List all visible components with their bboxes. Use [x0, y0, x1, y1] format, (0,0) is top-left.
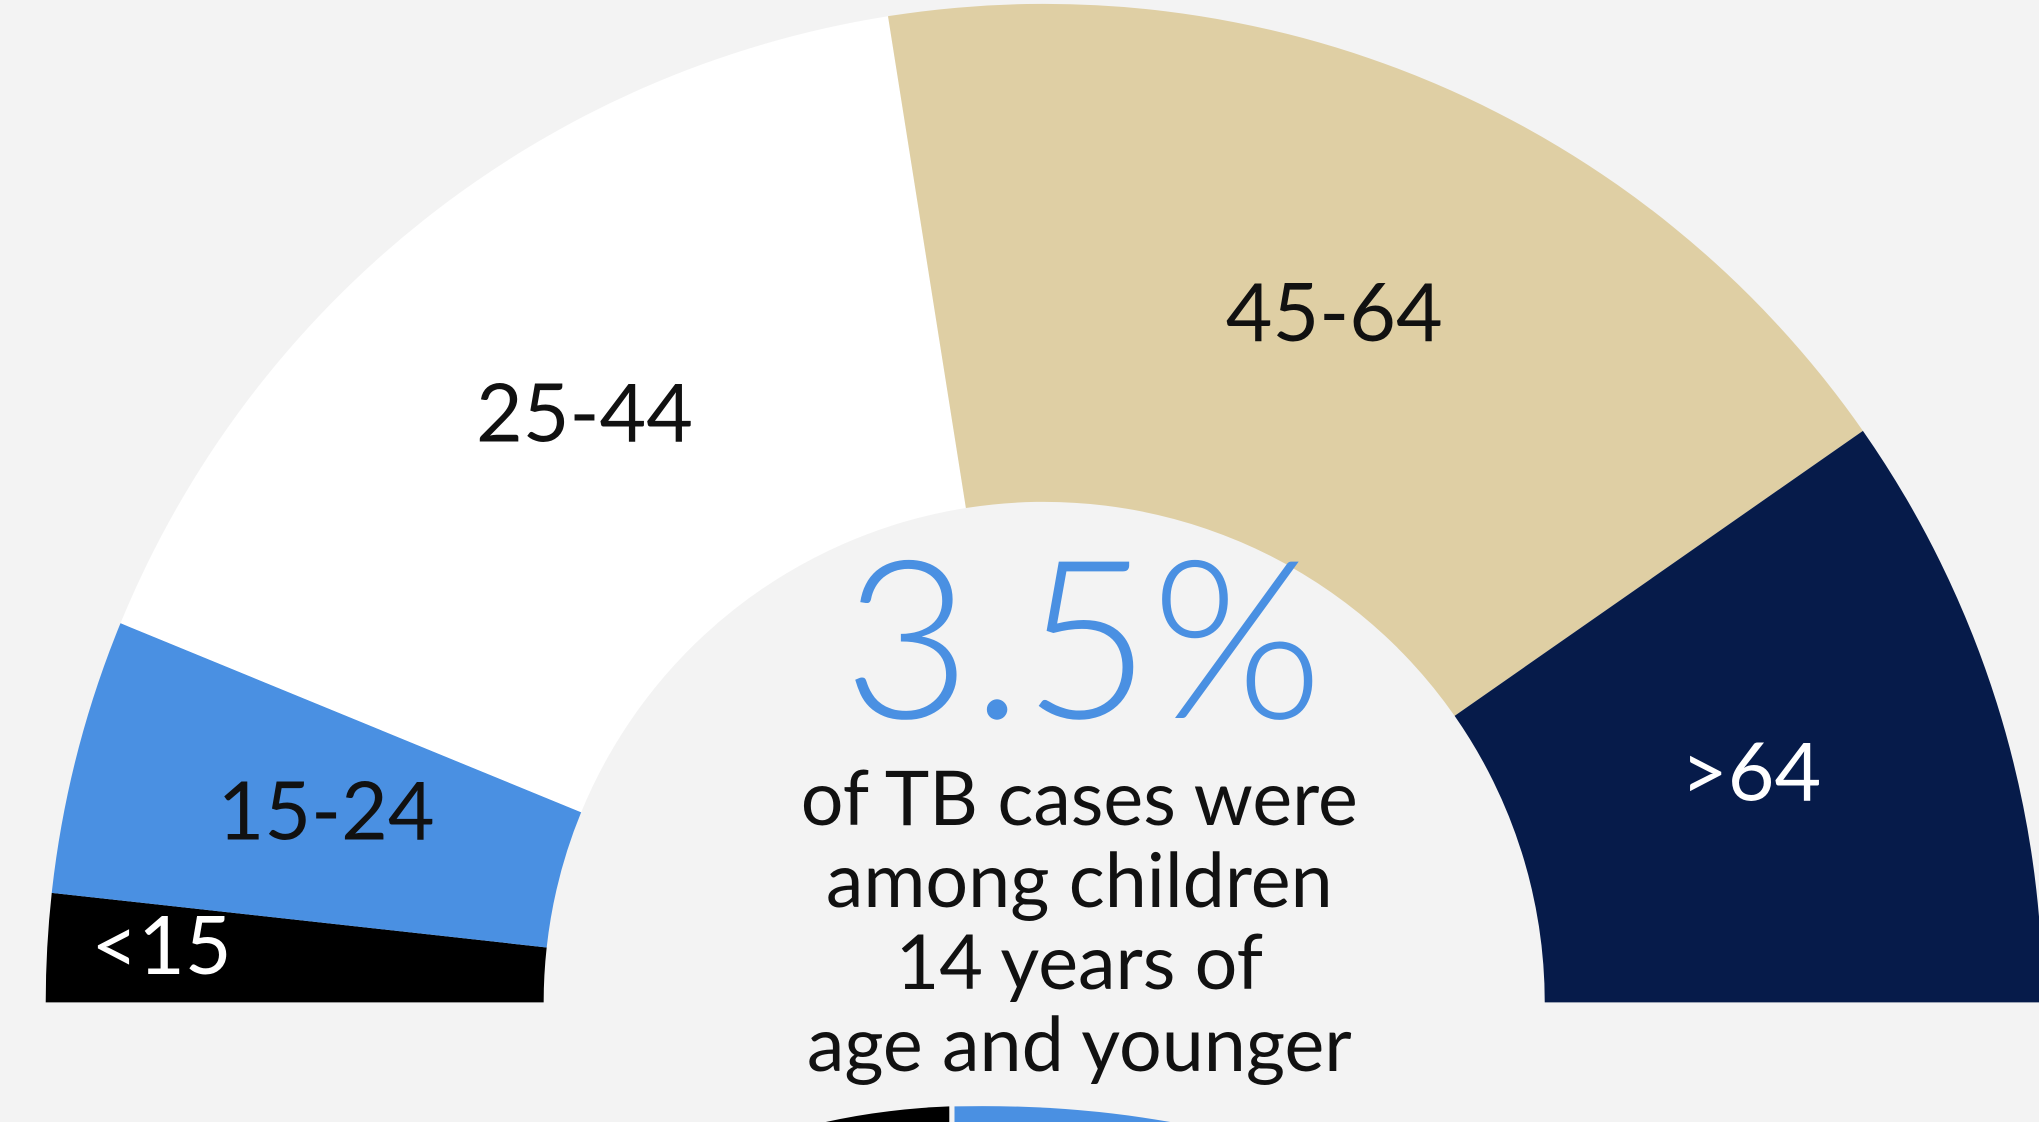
center-value: 3.5%	[843, 501, 1323, 766]
pie-segment	[51, 623, 582, 948]
segment-label: 15-24	[218, 761, 435, 858]
segment-label: 25-44	[476, 363, 693, 460]
caption-line: 14 years of	[896, 916, 1263, 1006]
segment-label: <15	[91, 895, 231, 992]
segment-label: 45-64	[1226, 262, 1443, 359]
pie-segment	[45, 892, 547, 1003]
decoration	[825, 1106, 950, 1122]
caption-line: age and younger	[807, 998, 1352, 1088]
pie-segment	[888, 3, 1863, 716]
decoration	[954, 1106, 1171, 1122]
caption-line: among children	[826, 834, 1333, 924]
pie-segment	[1454, 430, 2039, 1003]
caption-line: of TB cases were	[801, 752, 1358, 842]
segment-label: >64	[1681, 721, 1821, 818]
pie-segment	[120, 16, 966, 813]
